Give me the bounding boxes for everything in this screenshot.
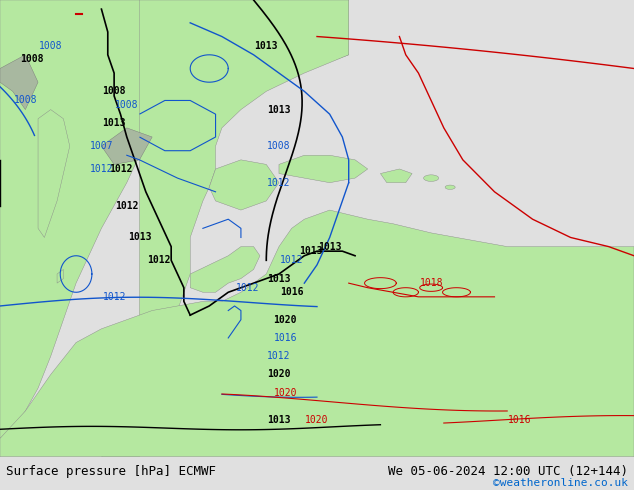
Text: 1016: 1016 xyxy=(280,287,304,297)
Text: 1013: 1013 xyxy=(127,232,152,243)
Text: 1012: 1012 xyxy=(146,255,171,265)
Text: 1008: 1008 xyxy=(267,141,291,151)
Polygon shape xyxy=(0,210,634,457)
Text: 1012: 1012 xyxy=(235,283,259,293)
Polygon shape xyxy=(0,55,38,110)
Polygon shape xyxy=(101,0,349,457)
Text: 1013: 1013 xyxy=(267,273,291,284)
Text: 1012: 1012 xyxy=(108,164,133,174)
Text: 1020: 1020 xyxy=(273,315,297,325)
Text: 1013: 1013 xyxy=(299,246,323,256)
Text: 1012: 1012 xyxy=(280,255,304,265)
Text: 1012: 1012 xyxy=(267,351,291,361)
Text: 1016: 1016 xyxy=(508,415,532,425)
Text: Surface pressure [hPa] ECMWF: Surface pressure [hPa] ECMWF xyxy=(6,465,216,478)
Polygon shape xyxy=(380,169,412,183)
Text: 1013: 1013 xyxy=(267,104,291,115)
Text: 1020: 1020 xyxy=(273,388,297,398)
Text: 1013: 1013 xyxy=(318,242,342,251)
Text: 1020: 1020 xyxy=(267,369,291,379)
Text: 1008: 1008 xyxy=(102,86,126,97)
Polygon shape xyxy=(190,246,260,292)
Text: 1008: 1008 xyxy=(39,41,63,50)
Text: 1013: 1013 xyxy=(254,41,278,50)
Text: 1008: 1008 xyxy=(20,54,44,64)
Text: 1016: 1016 xyxy=(273,333,297,343)
Text: 1020: 1020 xyxy=(305,415,329,425)
Text: 1008: 1008 xyxy=(115,100,139,110)
Text: ©weatheronline.co.uk: ©weatheronline.co.uk xyxy=(493,478,628,489)
Polygon shape xyxy=(38,110,70,238)
Text: We 05-06-2024 12:00 UTC (12+144): We 05-06-2024 12:00 UTC (12+144) xyxy=(387,465,628,478)
Text: 1008: 1008 xyxy=(13,96,37,105)
Polygon shape xyxy=(57,270,63,283)
Text: 1012: 1012 xyxy=(89,164,113,174)
Text: 1013: 1013 xyxy=(102,118,126,128)
Polygon shape xyxy=(279,155,368,183)
Polygon shape xyxy=(101,128,152,165)
Text: 1012: 1012 xyxy=(267,178,291,188)
Text: 1013: 1013 xyxy=(267,415,291,425)
Polygon shape xyxy=(445,185,455,190)
Text: 1018: 1018 xyxy=(419,278,443,288)
Text: 1012: 1012 xyxy=(115,200,139,211)
Polygon shape xyxy=(209,160,279,210)
Text: 1012: 1012 xyxy=(102,292,126,302)
Text: 1007: 1007 xyxy=(89,141,113,151)
Polygon shape xyxy=(424,175,439,181)
Polygon shape xyxy=(0,0,349,439)
